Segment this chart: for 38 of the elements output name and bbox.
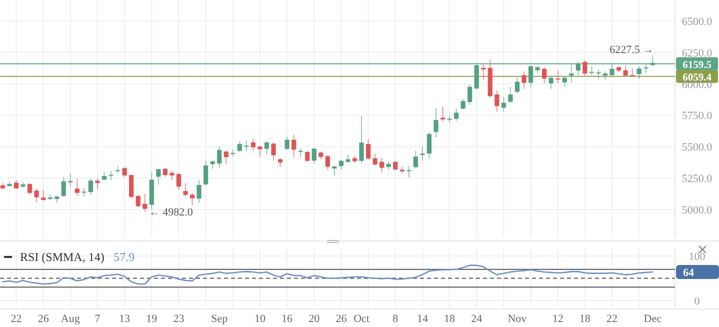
x-tick-label: Aug [60,313,80,325]
annotation: ← 4982.0 [148,206,194,219]
x-tick-label: 16 [282,313,294,325]
y-tick-label: 5250.0 [682,173,713,186]
y-tick-label: 5000.0 [682,204,713,216]
x-tick-label: 14 [416,313,428,325]
x-tick-label: 18 [579,313,591,325]
x-tick-label: 26 [38,313,50,325]
x-tick-label: Nov [508,313,528,325]
y-tick-label: 5750.0 [682,110,713,122]
annotation: 57.9 [114,250,135,264]
x-tick-label: 24 [471,313,483,325]
x-tick-label: 8 [392,313,399,325]
y-tick-label: 6250.0 [682,47,713,60]
chart-title: RSI (SMMA, 14) [20,250,104,264]
x-tick-label: 22 [10,313,22,325]
ref-line-label: 6159.5 [682,60,712,71]
text: 64 [683,267,694,279]
x-tick-label: 22 [606,313,618,325]
x-tick-label: Dec [644,313,662,325]
x-tick-label: 13 [119,313,131,325]
x-tick-label: 20 [308,313,320,325]
y-tick-label: 100 [688,251,706,263]
x-tick-label: 7 [94,313,101,325]
x-tick-label: 23 [173,313,185,325]
y-tick-label: 6500.0 [682,16,713,28]
y-tick-label: 5500.0 [682,142,713,154]
annotation: 6227.5 → [610,44,654,56]
x-tick-label: Oct [354,313,370,325]
y-tick-label: 0 [694,295,700,308]
candlestick [82,187,86,197]
x-tick-label: 10 [254,313,266,325]
x-tick-label: 12 [552,313,564,325]
x-tick-label: 26 [336,313,348,325]
line-series [2,264,654,285]
x-tick-label: 18 [444,313,456,325]
x-tick-label: Sep [211,313,228,325]
x-tick-label: 19 [146,313,158,325]
